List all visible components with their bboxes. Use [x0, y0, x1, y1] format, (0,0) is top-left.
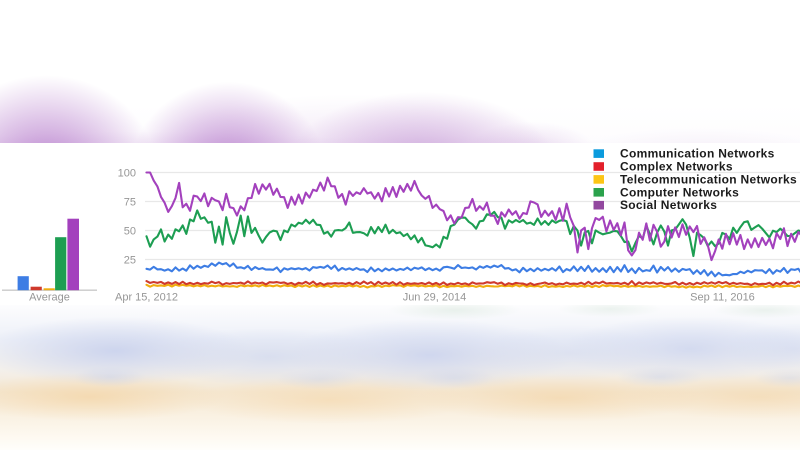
svg-text:25: 25 [124, 254, 136, 266]
svg-text:Complex Networks: Complex Networks [620, 160, 733, 174]
svg-text:Sep 11, 2016: Sep 11, 2016 [690, 292, 755, 304]
svg-text:Computer Networks: Computer Networks [620, 185, 739, 199]
svg-text:Telecommunication Networks: Telecommunication Networks [620, 172, 797, 186]
svg-text:Apr 15, 2012: Apr 15, 2012 [115, 292, 178, 304]
svg-text:Communication Networks: Communication Networks [620, 147, 775, 161]
svg-text:Jun 29, 2014: Jun 29, 2014 [403, 292, 467, 304]
svg-text:75: 75 [124, 196, 136, 208]
svg-text:100: 100 [118, 167, 136, 179]
svg-text:50: 50 [124, 225, 136, 237]
svg-text:Social Networks: Social Networks [620, 198, 717, 212]
svg-text:Average: Average [29, 292, 70, 304]
